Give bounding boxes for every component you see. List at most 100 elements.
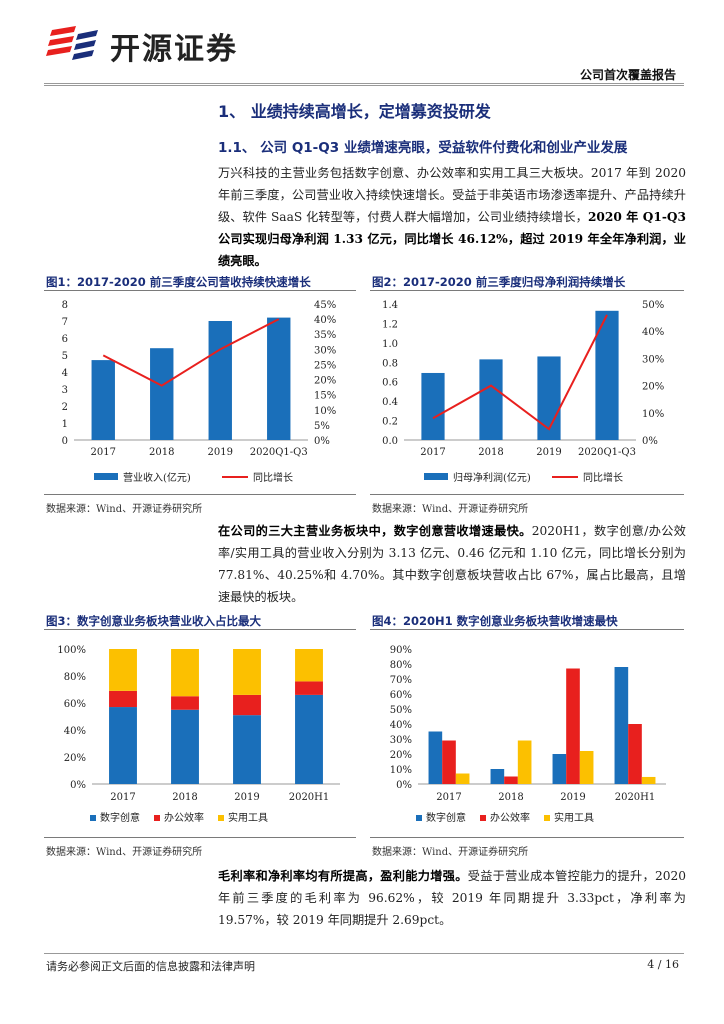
section-heading: 1、 业绩持续高增长，定增募资投研发 [218,102,491,121]
header-divider [44,83,684,84]
chart-revenue: 0 1 2 3 4 5 6 7 8 0% 5% 10% 15% 20% 25% 30% 35% 40% 45% 201… [62,300,337,484]
paragraph-3-highlight: 毛利率和净利率均有所提高，盈利能力增强。 [218,869,468,883]
bar [490,769,505,784]
legend-label: 数字创意 [100,811,140,824]
y-tick-label: 100% [57,645,86,656]
x-tick-label: 2020Q1-Q3 [250,447,308,458]
footer-disclaimer: 请务必参阅正文后面的信息披露和法律声明 [46,960,255,973]
figure-2-rule [370,290,684,291]
bar [566,668,580,784]
chart-net-profit: 0.0 0.2 0.4 0.6 0.8 1.0 1.2 1.4 0% 10% 20% 30% 40% 50… [382,300,664,484]
y2-tick-label: 30% [314,345,336,356]
bar [91,360,115,440]
legend-swatch [90,815,96,821]
legend-swatch [480,815,486,821]
y2-tick-label: 30% [642,354,664,365]
figure-2-source: 数据来源：Wind、开源证券研究所 [372,504,529,515]
y-tick-label: 2 [62,402,68,413]
figure-4-bottom-rule [370,837,684,838]
bar [579,751,594,784]
figure-1-bottom-rule [44,494,356,495]
paragraph-2: 在公司的三大主营业务板块中，数字创意营收增速最快。2020H1，数字创意/办公效… [218,520,686,608]
x-tick-label: 2018 [172,792,197,803]
y-tick-label: 0.4 [382,397,398,408]
y-tick-label: 1.2 [382,319,398,330]
y2-tick-label: 40% [642,327,664,338]
bar [614,667,629,784]
bar [150,348,174,440]
bar [552,754,567,784]
bar [479,359,503,440]
y2-tick-label: 0% [314,436,330,447]
x-tick-label: 2017 [436,792,461,803]
bar [267,317,291,440]
legend-label: 归母净利润(亿元) [453,471,531,484]
bar [595,310,619,440]
bar-segment [109,690,137,708]
bar-segment [171,696,199,710]
bar-segment [295,681,323,695]
y2-tick-label: 20% [642,382,664,393]
y-tick-label: 0.2 [382,417,398,428]
chart-revenue-share: 0% 20% 40% 60% 80% 100% 2017 2018 2019 2020H1 数字创意… [57,645,340,824]
y2-tick-label: 10% [642,409,664,420]
y-tick-label: 5 [62,351,68,362]
y-tick-label: 10% [390,765,412,776]
y-tick-label: 0 [62,436,68,447]
y-tick-label: 1.0 [382,339,398,350]
legend-label: 同比增长 [583,471,623,484]
bar-segment [295,649,323,682]
y2-tick-label: 45% [314,300,336,311]
y-tick-label: 20% [390,750,412,761]
y2-tick-label: 40% [314,315,336,326]
y-tick-label: 0% [70,780,86,791]
legend-label: 同比增长 [253,471,293,484]
legend-swatch-bar [94,473,118,480]
y2-tick-label: 25% [314,360,336,371]
y-tick-label: 30% [390,735,412,746]
bar [504,776,518,784]
header-divider-2 [44,85,684,86]
figure-1-rule [44,290,356,291]
y-tick-label: 0.6 [382,378,398,389]
legend-label: 实用工具 [228,811,268,824]
x-tick-label: 2019 [208,447,233,458]
paragraph-3: 毛利率和净利率均有所提高，盈利能力增强。受益于营业成本管控能力的提升，2020 … [218,865,686,931]
paragraph-3-text: 受益于营业成本管控能力的提升，2020 年前三季度的毛利率为 96.62%，较 … [218,869,686,927]
y-tick-label: 60% [64,699,86,710]
bar-segment [233,649,261,695]
growth-line [432,314,608,431]
y-tick-label: 7 [62,317,68,328]
y-tick-label: 80% [64,672,86,683]
bar-segment [171,649,199,697]
paragraph-2-text: 2020H1，数字创意/办公效率/实用工具的营业收入分别为 3.13 亿元、0.… [218,524,686,604]
x-tick-label: 2020H1 [615,792,656,803]
figure-1-source: 数据来源：Wind、开源证券研究所 [46,504,203,515]
bar [517,740,532,784]
legend-swatch [154,815,160,821]
x-tick-label: 2018 [498,792,523,803]
y-tick-label: 0.8 [382,358,398,369]
bar-segment [109,649,137,691]
x-tick-label: 2020Q1-Q3 [578,447,636,458]
bar-segment [295,694,323,784]
y2-tick-label: 5% [314,421,330,432]
subsection-heading: 1.1、 公司 Q1-Q3 业绩增速亮眼，受益软件付费化和创业产业发展 [218,140,628,156]
report-type: 公司首次覆盖报告 [579,68,676,82]
bar [628,724,642,784]
paragraph-2-highlight: 在公司的三大主营业务板块中，数字创意营收增速最快。 [218,524,532,538]
x-tick-label: 2019 [536,447,561,458]
figure-2-bottom-rule [370,494,684,495]
figure-3-rule [44,629,356,630]
legend-label: 实用工具 [554,811,594,824]
brand-logo [46,24,266,66]
y-tick-label: 0% [396,780,412,791]
bar-segment [233,694,261,716]
legend-label: 办公效率 [490,811,530,824]
bar [641,776,656,784]
brand-name: 开源证券 [110,32,238,67]
bar [428,731,443,784]
x-tick-label: 2017 [91,447,116,458]
y-tick-label: 3 [62,385,68,396]
chart-segment-growth: 0% 10% 20% 30% 40% 50% 60% 70% 80% 90% 2017 2018 201… [390,645,666,824]
